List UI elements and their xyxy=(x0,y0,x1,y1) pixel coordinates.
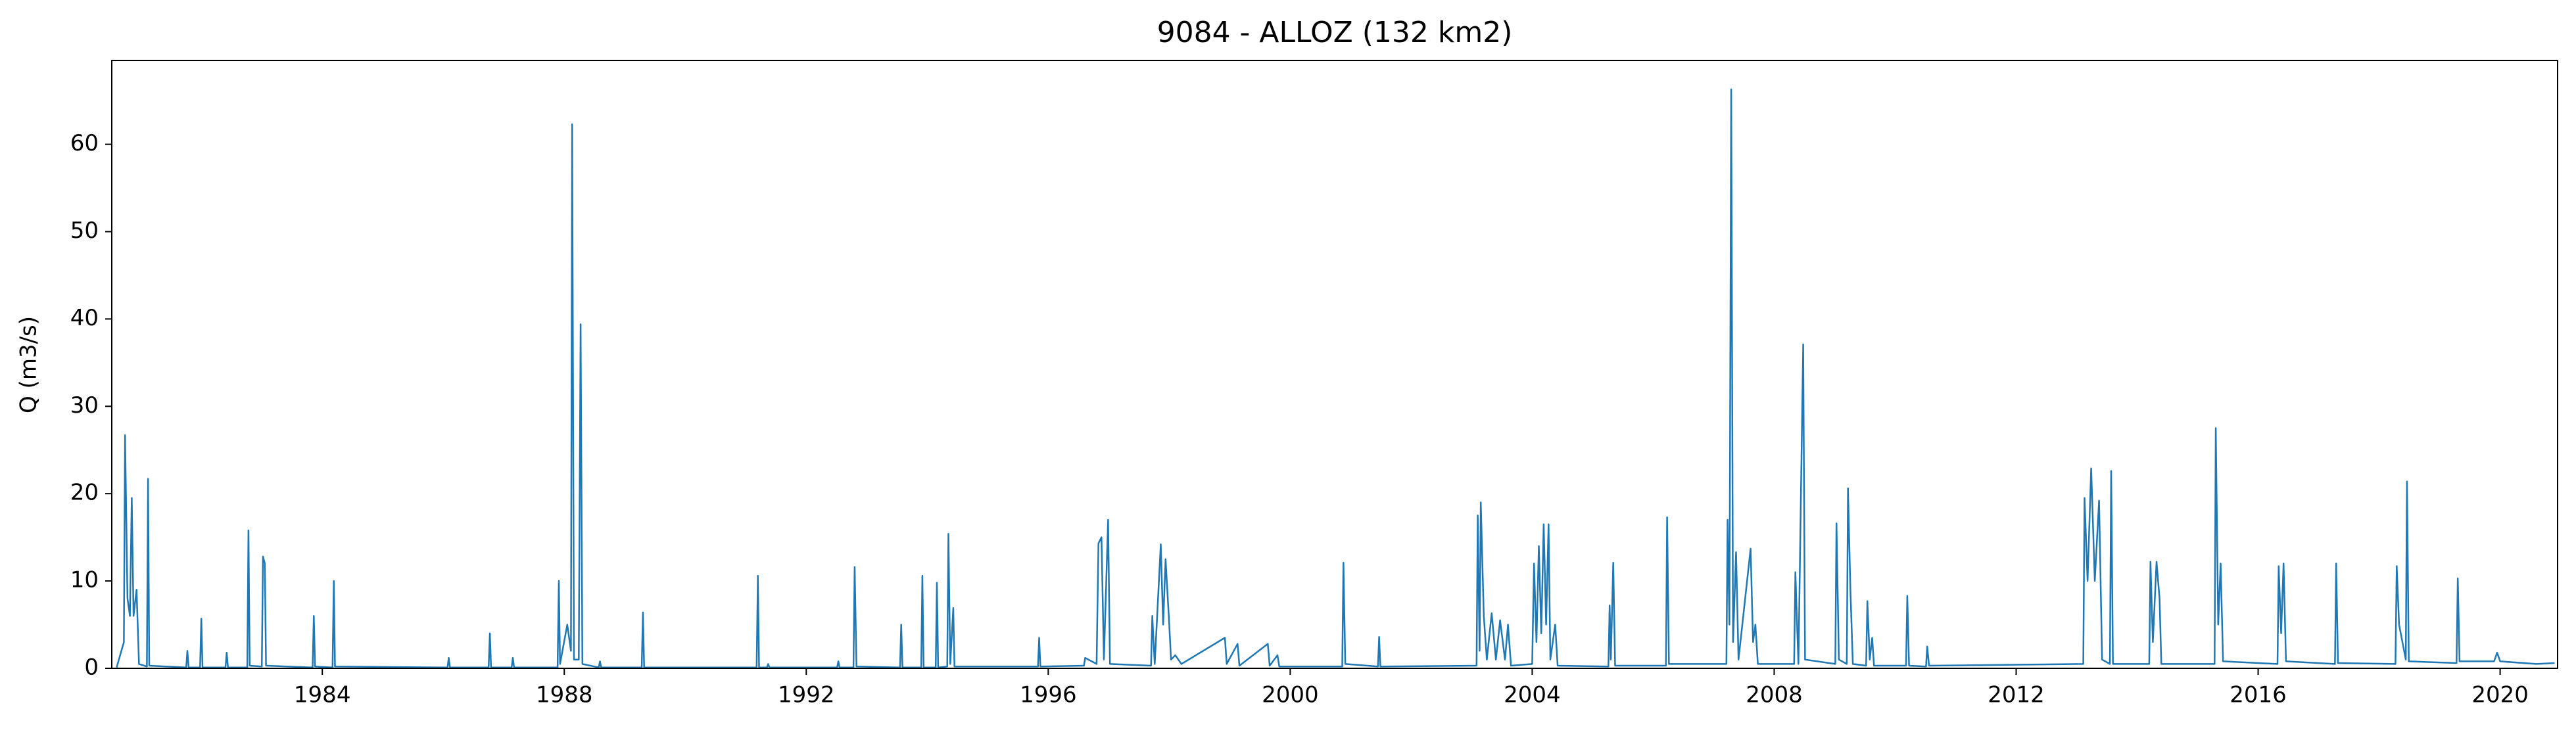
x-tick-label: 1996 xyxy=(1020,682,1077,708)
chart-title: 9084 - ALLOZ (132 km2) xyxy=(1157,16,1513,49)
plot-frame xyxy=(111,60,2558,669)
data-line xyxy=(116,88,2555,668)
x-tick-label: 2000 xyxy=(1262,682,1319,708)
x-tick-label: 1984 xyxy=(294,682,351,708)
x-tick-label: 2012 xyxy=(1988,682,2045,708)
y-tick-label: 40 xyxy=(70,305,99,331)
x-tick-label: 2016 xyxy=(2230,682,2287,708)
y-tick-label: 60 xyxy=(70,130,99,156)
x-tick-label: 2004 xyxy=(1504,682,1561,708)
y-tick-label: 10 xyxy=(70,567,99,593)
x-tick-label: 2008 xyxy=(1746,682,1803,708)
x-tick-label: 1988 xyxy=(536,682,593,708)
y-tick-label: 0 xyxy=(84,655,99,681)
x-tick-label: 2020 xyxy=(2471,682,2529,708)
y-tick-label: 30 xyxy=(70,392,99,419)
y-tick-label: 20 xyxy=(70,480,99,506)
y-axis-label: Q (m3/s) xyxy=(16,316,42,413)
x-tick-label: 1992 xyxy=(778,682,835,708)
y-tick-label: 50 xyxy=(70,218,99,244)
